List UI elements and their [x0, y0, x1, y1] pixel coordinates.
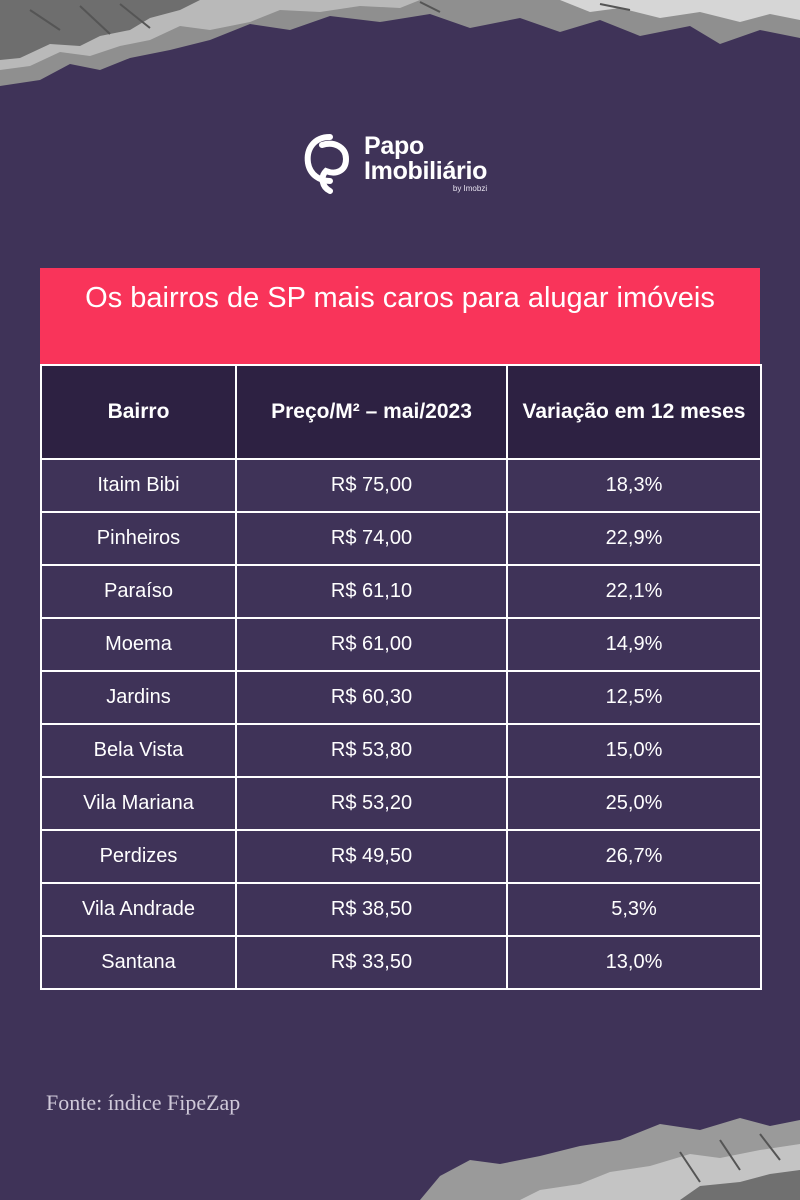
- brand-byline: by Imobzi: [452, 183, 488, 193]
- papo-imobiliario-logo-icon: [304, 134, 350, 194]
- prices-table: Bairro Preço/M² – mai/2023 Variação em 1…: [40, 364, 762, 990]
- cell-bairro: Bela Vista: [40, 723, 237, 778]
- table-row: Vila Andrade R$ 38,50 5,3%: [40, 882, 762, 937]
- cell-bairro: Vila Mariana: [40, 776, 237, 831]
- cell-variacao: 14,9%: [506, 617, 762, 672]
- torn-paper-bottom-decoration: [420, 1118, 800, 1200]
- cell-bairro: Itaim Bibi: [40, 458, 237, 513]
- cell-bairro: Moema: [40, 617, 237, 672]
- table-row: Itaim Bibi R$ 75,00 18,3%: [40, 458, 762, 513]
- cell-preco: R$ 53,80: [235, 723, 508, 778]
- cell-variacao: 15,0%: [506, 723, 762, 778]
- cell-preco: R$ 74,00: [235, 511, 508, 566]
- table-row: Moema R$ 61,00 14,9%: [40, 617, 762, 672]
- cell-variacao: 22,9%: [506, 511, 762, 566]
- table-row: Bela Vista R$ 53,80 15,0%: [40, 723, 762, 778]
- cell-preco: R$ 53,20: [235, 776, 508, 831]
- table-row: Pinheiros R$ 74,00 22,9%: [40, 511, 762, 566]
- cell-preco: R$ 60,30: [235, 670, 508, 725]
- cell-variacao: 25,0%: [506, 776, 762, 831]
- table-row: Paraíso R$ 61,10 22,1%: [40, 564, 762, 619]
- cell-variacao: 22,1%: [506, 564, 762, 619]
- cell-variacao: 13,0%: [506, 935, 762, 990]
- table-row: Santana R$ 33,50 13,0%: [40, 935, 762, 990]
- cell-bairro: Vila Andrade: [40, 882, 237, 937]
- header-bairro: Bairro: [40, 364, 237, 460]
- cell-preco: R$ 61,10: [235, 564, 508, 619]
- cell-preco: R$ 49,50: [235, 829, 508, 884]
- table-row: Perdizes R$ 49,50 26,7%: [40, 829, 762, 884]
- source-note: Fonte: índice FipeZap: [46, 1090, 241, 1115]
- brand-name-line2: Imobiliário: [364, 156, 488, 185]
- table-body: Itaim Bibi R$ 75,00 18,3% Pinheiros R$ 74,00…: [40, 458, 762, 990]
- cell-preco: R$ 38,50: [235, 882, 508, 937]
- brand-logo: Papo Imobiliário by Imobzi: [300, 128, 520, 198]
- header-preco: Preço/M² – mai/2023: [235, 364, 508, 460]
- cell-variacao: 5,3%: [506, 882, 762, 937]
- table-row: Vila Mariana R$ 53,20 25,0%: [40, 776, 762, 831]
- cell-preco: R$ 61,00: [235, 617, 508, 672]
- table-title: Os bairros de SP mais caros para alugar …: [40, 268, 760, 364]
- header-variacao: Variação em 12 meses: [506, 364, 762, 460]
- table-header-row: Bairro Preço/M² – mai/2023 Variação em 1…: [40, 364, 762, 460]
- cell-variacao: 18,3%: [506, 458, 762, 513]
- brand-name-line1: Papo: [364, 131, 424, 160]
- rent-prices-table: Os bairros de SP mais caros para alugar …: [40, 268, 762, 990]
- cell-bairro: Paraíso: [40, 564, 237, 619]
- cell-preco: R$ 75,00: [235, 458, 508, 513]
- table-row: Jardins R$ 60,30 12,5%: [40, 670, 762, 725]
- cell-variacao: 26,7%: [506, 829, 762, 884]
- cell-variacao: 12,5%: [506, 670, 762, 725]
- cell-bairro: Santana: [40, 935, 237, 990]
- cell-preco: R$ 33,50: [235, 935, 508, 990]
- cell-bairro: Pinheiros: [40, 511, 237, 566]
- brand-wordmark: Papo Imobiliário by Imobzi: [364, 131, 488, 193]
- cell-bairro: Jardins: [40, 670, 237, 725]
- cell-bairro: Perdizes: [40, 829, 237, 884]
- torn-paper-top-decoration: [0, 0, 800, 86]
